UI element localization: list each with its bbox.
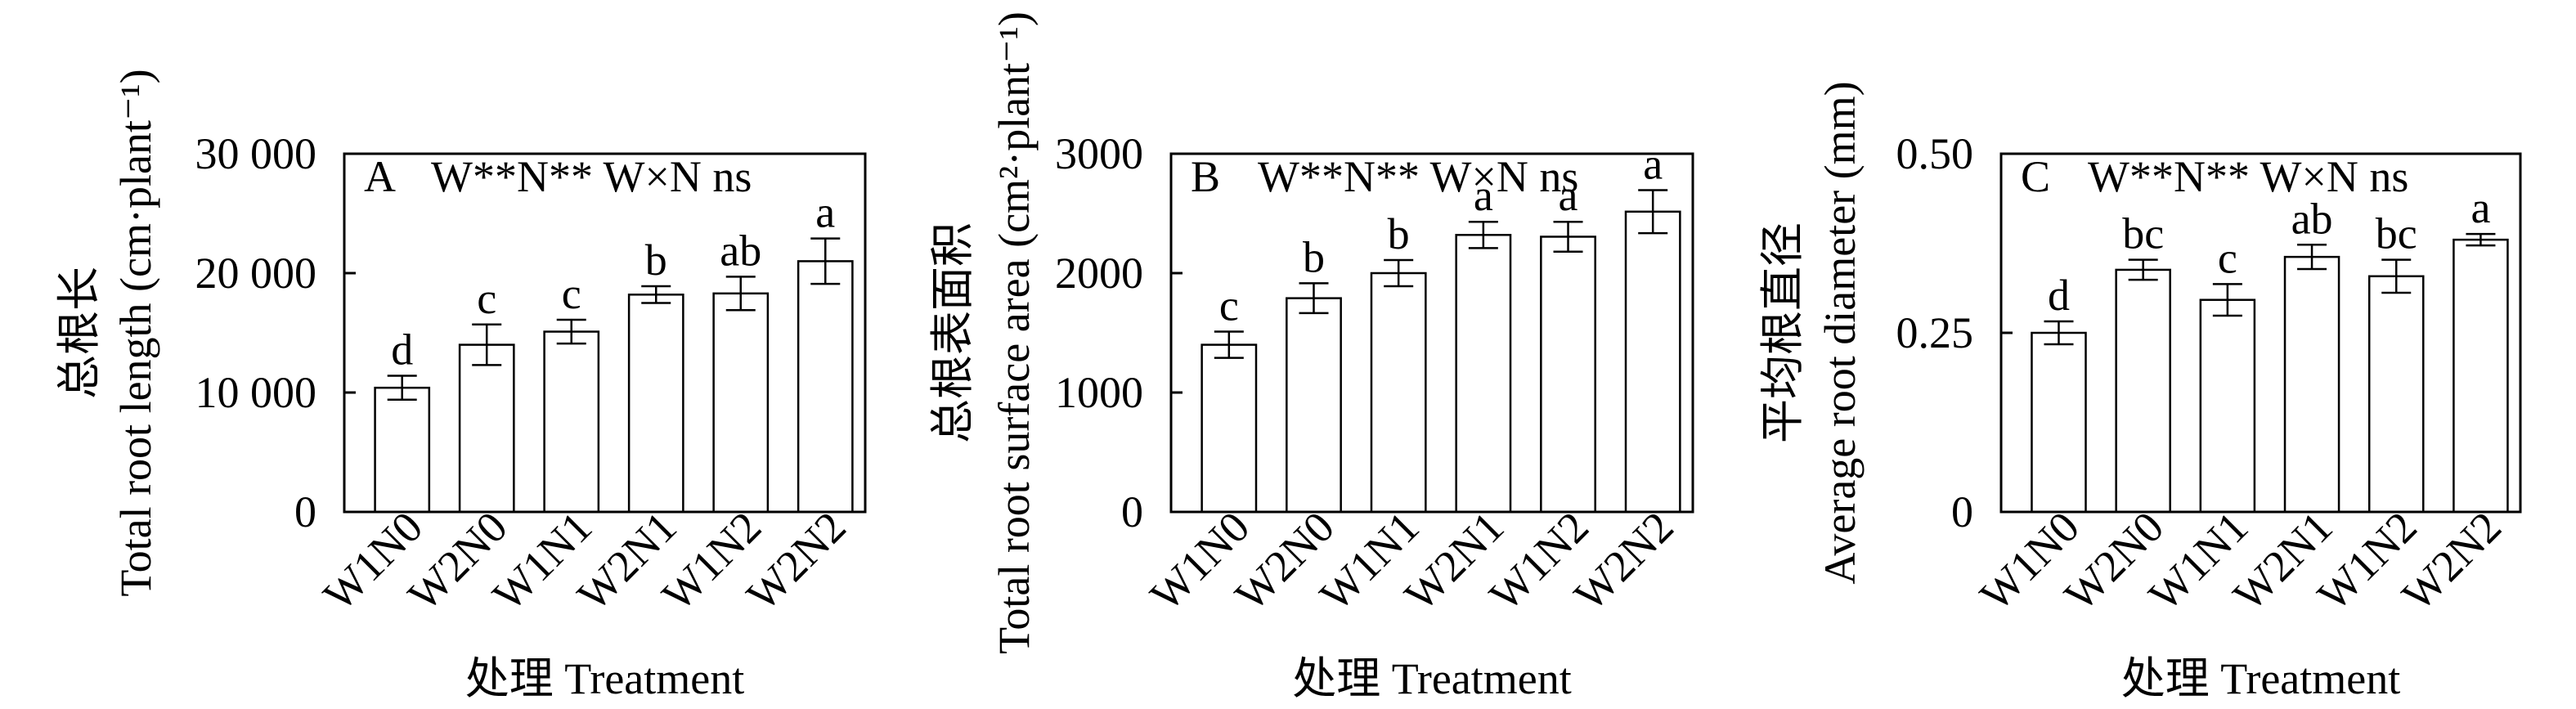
y-tick-label: 10 000 xyxy=(195,368,317,417)
y-tick-label: 2000 xyxy=(1055,249,1143,298)
y-tick-label: 0 xyxy=(1121,487,1143,536)
y-tick-label: 0 xyxy=(1951,487,1973,536)
significance-letter: a xyxy=(815,188,835,237)
y-tick-label: 30 000 xyxy=(195,129,317,178)
y-tick-label: 1000 xyxy=(1055,368,1143,417)
bar-w2n1 xyxy=(2283,255,2340,514)
bar-w1n0 xyxy=(1200,343,1258,514)
y-axis-label-cn: 总根长 xyxy=(55,267,104,399)
significance-letter: a xyxy=(1643,140,1663,189)
x-axis-label: 处理 Treatment xyxy=(2121,654,2400,703)
significance-annotation: W**N** W×N ns xyxy=(2088,152,2408,201)
chart-panel-c: 平均根直径 Average root diameter (mm) dW1N0bcW2… xyxy=(1758,81,2522,703)
bar-w2n0 xyxy=(1286,297,1342,514)
significance-annotation: W**N** W×N ns xyxy=(431,152,752,201)
x-tick-label: W1N0 xyxy=(1141,502,1259,620)
significance-letter: c xyxy=(1219,281,1239,330)
x-tick-label: W2N0 xyxy=(1226,502,1344,620)
bar-w2n1 xyxy=(1455,234,1512,514)
x-tick-label: W1N2 xyxy=(653,502,770,620)
plot-frame xyxy=(1169,152,1694,514)
bar-w1n1 xyxy=(1370,271,1427,514)
significance-letter: c xyxy=(2218,233,2237,282)
x-tick-label: W2N2 xyxy=(1564,502,1682,620)
y-axis-label-cn: 平均根直径 xyxy=(1758,222,1807,443)
chart-panel-a: 总根长 Total root length (cm·plant⁻¹) d W1N0 c W… xyxy=(55,69,867,703)
bar-w2n2 xyxy=(1624,210,1681,514)
x-axis-label: 处理 Treatment xyxy=(1292,654,1571,703)
significance-letter: d xyxy=(2048,271,2070,320)
significance-annotation: W**N** W×N ns xyxy=(1258,152,1578,201)
bar-w2n1 xyxy=(627,294,684,514)
significance-letter: b xyxy=(1388,209,1410,258)
significance-letter: a xyxy=(1559,171,1578,220)
x-axis-label: 处理 Treatment xyxy=(465,654,744,703)
x-tick-label: W2N2 xyxy=(738,502,855,620)
significance-letter: ab xyxy=(720,226,761,275)
bar-w1n1 xyxy=(543,330,600,514)
x-tick-label: W2N2 xyxy=(2393,502,2511,620)
y-tick-label: 3000 xyxy=(1055,129,1143,178)
x-tick-label: W1N2 xyxy=(1480,502,1598,620)
bar-w2n2 xyxy=(797,260,854,514)
x-tick-label: W2N1 xyxy=(568,502,686,620)
bar-w2n0 xyxy=(2115,268,2171,514)
y-tick-label: 0.25 xyxy=(1896,308,1974,357)
significance-letter: b xyxy=(645,236,667,285)
bar-w2n0 xyxy=(458,343,515,514)
x-tick-label: W1N1 xyxy=(1310,502,1428,620)
panel-label: B xyxy=(1191,152,1220,201)
bar-w1n2 xyxy=(712,292,770,514)
plot-frame xyxy=(343,152,867,514)
significance-letter: a xyxy=(1474,171,1493,220)
y-axis-label-en: Average root diameter (mm) xyxy=(1815,81,1865,584)
significance-letter: b xyxy=(1303,232,1325,281)
y-tick-label: 0 xyxy=(294,487,316,536)
bar-w1n1 xyxy=(2199,298,2256,514)
significance-letter: ab xyxy=(2291,194,2333,243)
y-axis-label-cn: 总根表面积 xyxy=(928,222,977,443)
bar-w1n0 xyxy=(374,386,431,514)
y-tick-label: 0.50 xyxy=(1896,129,1974,178)
x-tick-label: W1N1 xyxy=(483,502,601,620)
panel-label: C xyxy=(2021,152,2050,201)
y-tick-label: 20 000 xyxy=(195,249,317,298)
significance-letter: c xyxy=(477,274,496,323)
x-tick-label: W2N0 xyxy=(398,502,516,620)
chart-panel-b: 总根表面积 Total root surface area (cm²·plant⁻… xyxy=(928,11,1694,703)
panel-label: A xyxy=(364,152,396,201)
bar-w2n2 xyxy=(2453,238,2509,514)
significance-letter: d xyxy=(391,325,413,375)
significance-letter: bc xyxy=(2122,209,2164,258)
bar-w1n2 xyxy=(1540,236,1596,514)
significance-letter: a xyxy=(2471,183,2490,232)
bar-w1n0 xyxy=(2031,331,2087,514)
x-tick-label: W2N1 xyxy=(1395,502,1513,620)
x-tick-label: W1N0 xyxy=(314,502,432,620)
significance-letter: c xyxy=(562,269,581,318)
significance-letter: bc xyxy=(2376,209,2417,258)
bar-w1n2 xyxy=(2367,275,2425,514)
y-axis-label-en: Total root surface area (cm²·plant⁻¹) xyxy=(990,11,1039,654)
y-axis-label-en: Total root length (cm·plant⁻¹) xyxy=(111,69,160,596)
